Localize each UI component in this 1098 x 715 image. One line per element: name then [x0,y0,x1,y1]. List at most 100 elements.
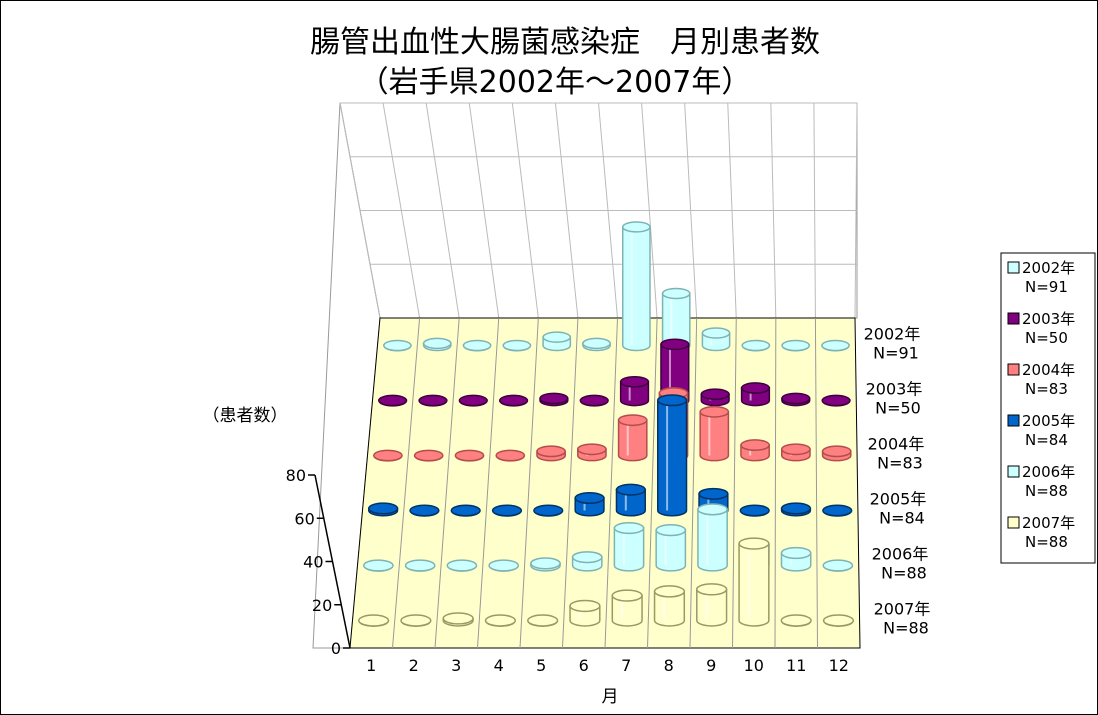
x-tick-label: 4 [494,656,504,675]
row-label: 2003年 [866,380,923,399]
legend-label: 2003年 [1022,310,1075,328]
legend-label: 2002年 [1022,259,1075,277]
bar [821,445,852,462]
bar [615,483,646,517]
legend-note: N=88 [1025,482,1068,500]
x-tick-label: 5 [536,656,546,675]
chart-floor [349,317,861,649]
bar [569,599,601,627]
bar [422,337,452,352]
bar [358,614,390,627]
bar [611,589,643,627]
legend-label: 2005年 [1022,412,1075,430]
x-tick-label: 2 [409,656,419,675]
row-label: 2006年 [872,545,929,564]
bar [495,449,526,462]
y-tick-label: 60 [294,509,314,528]
bar [740,382,771,407]
y-tick-label: 0 [331,639,341,658]
bar [621,221,651,352]
bar [822,614,855,627]
x-tick-label: 3 [451,656,461,675]
bar [613,521,645,572]
bar [781,443,811,462]
row-label-note: N=88 [881,564,927,583]
y-tick-label: 80 [286,466,306,485]
bar [657,394,688,517]
x-axis-label: 月 [602,687,619,707]
bar [462,339,492,352]
bar [409,504,440,517]
x-tick-labels: 1 2 3 4 5 6 7 8 9 10 11 12 [366,656,849,675]
row-label: 2002年 [864,325,921,344]
legend-swatch [1007,465,1020,478]
bar [700,388,730,407]
x-tick-label: 12 [829,656,849,675]
bar [363,559,394,572]
y-axis-label: （患者数） [203,406,288,426]
bar [697,503,728,572]
x-tick-label: 7 [621,656,631,675]
bar [574,491,605,517]
y-tick-label: 40 [303,553,323,572]
bar [822,559,854,572]
bar [653,585,686,627]
bar [383,339,412,352]
chart-title: 腸管出血性大腸菌感染症 月別患者数 [310,25,820,60]
bar [502,339,532,352]
bar [404,559,436,572]
bar [780,502,812,517]
row-label-note: N=83 [877,454,923,473]
x-tick-label: 1 [366,656,376,675]
legend-label: 2004年 [1022,361,1075,379]
bar [542,331,572,352]
bar [781,392,811,407]
bar [780,614,812,627]
bar [378,394,408,407]
grid-lines [339,102,858,319]
bar [619,375,650,407]
bar [655,524,687,572]
bar [696,583,728,627]
bar [450,504,481,517]
legend-label: 2006年 [1022,463,1075,481]
bar [413,449,444,462]
x-tick-label: 6 [579,656,589,675]
legend-swatch [1007,363,1020,376]
bar [530,557,561,572]
row-label: 2005年 [870,490,927,509]
legend-note: N=83 [1025,380,1068,398]
bar [484,614,517,627]
row-label-note: N=88 [883,619,929,638]
bar [571,551,603,572]
bar [442,612,474,627]
y-tick-label: 20 [312,596,332,615]
bar [821,394,851,407]
bar [582,337,611,352]
legend-swatch [1007,516,1020,529]
y-axis: 0 20 40 60 80 [286,466,351,658]
bar [446,559,478,572]
bar [739,504,770,517]
bar [491,504,523,517]
bar [821,339,850,352]
bar [498,394,529,407]
bar [458,394,488,407]
legend-note: N=91 [1025,278,1068,296]
legend-swatch [1007,261,1020,274]
bars [358,221,855,627]
bar [368,502,399,517]
legend-label: 2007年 [1022,514,1075,532]
bar [539,392,569,407]
bar [740,439,770,462]
bar [488,559,520,572]
row-label: 2004年 [868,435,925,454]
legend-note: N=50 [1025,329,1068,347]
x-tick-label: 8 [664,656,674,675]
bar [617,414,648,462]
bar [577,443,607,462]
row-label-note: N=91 [873,344,919,363]
bar [701,327,731,352]
